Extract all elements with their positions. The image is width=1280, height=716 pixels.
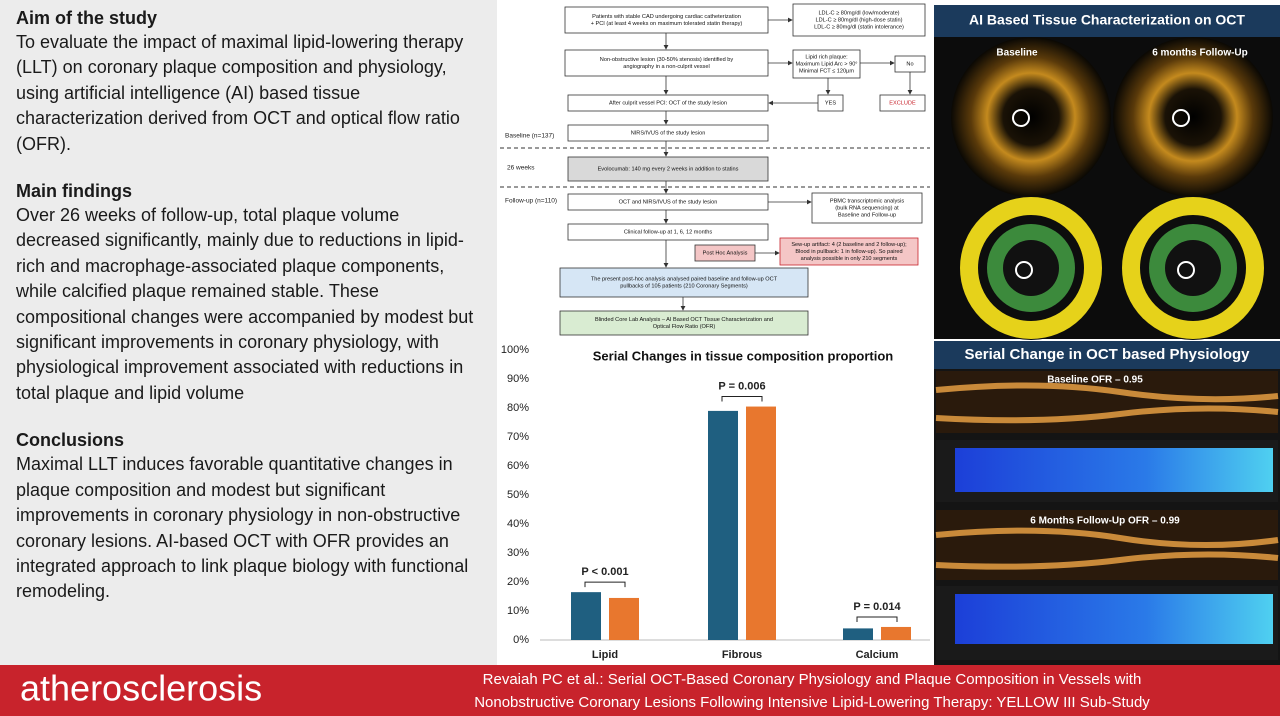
flow-box <box>567 193 769 211</box>
bar <box>708 410 738 640</box>
flow-text: Blinded Core Lab Analysis – AI Based OCT… <box>595 317 773 323</box>
y-tick-label: 60% <box>507 460 529 472</box>
flowchart: Baseline (n=137) 26 weeks Follow-up (n=110… <box>500 3 930 336</box>
flow-text: + PCI (at least 4 weeks on maximum toler… <box>591 21 743 27</box>
flow-text: Evolocumab: 140 mg every 2 weeks in addi… <box>598 166 739 172</box>
flow-box <box>879 94 926 112</box>
flow-text: Lipid rich plaque: <box>805 55 848 61</box>
flow-box <box>792 49 861 79</box>
flow-text: Minimal FCT ≤ 120µm <box>799 68 854 74</box>
y-tick-label: 10% <box>507 605 529 617</box>
section-heading: Main findings <box>16 181 132 202</box>
bracket <box>856 616 898 622</box>
flow-text: YES <box>825 100 836 106</box>
flow-text: The present post-hoc analysis analysed p… <box>591 277 778 283</box>
flow-box <box>894 55 926 73</box>
x-tick-label: Fibrous <box>722 649 762 661</box>
y-tick-label: 0% <box>513 634 529 646</box>
flow-text: (bulk RNA sequencing) at <box>835 205 899 211</box>
phase-label: Baseline (n=137) <box>505 133 554 140</box>
flow-box <box>559 310 809 336</box>
footer-bar <box>0 665 1280 716</box>
phase-label: 26 weeks <box>507 165 535 172</box>
y-tick-label: 100% <box>501 344 529 356</box>
bar <box>609 597 639 640</box>
annotation: P < 0.001 <box>581 566 628 578</box>
y-tick-label: 50% <box>507 489 529 501</box>
flow-box <box>564 6 769 34</box>
flow-text: Maximum Lipid Arc > 90° <box>795 61 857 67</box>
flow-box <box>564 49 769 77</box>
section-text: To evaluate the impact of maximal lipid-… <box>16 32 464 154</box>
flow-text: Patients with stable CAD undergoing card… <box>592 14 741 20</box>
image-label: Baseline <box>996 48 1038 59</box>
y-tick-label: 20% <box>507 576 529 588</box>
y-tick-label: 90% <box>507 373 529 385</box>
journal-name: atherosclerosis <box>20 668 262 709</box>
flow-text: Baseline and Follow-up <box>838 212 896 218</box>
x-tick-label: Lipid <box>592 649 618 661</box>
flow-box <box>694 244 756 262</box>
bar <box>571 592 601 640</box>
panel-title: AI Based Tissue Characterization on OCT <box>969 12 1245 28</box>
oct-panel <box>934 5 1280 340</box>
flow-box <box>817 94 844 112</box>
flow-text: NIRS/IVUS of the study lesion <box>631 130 706 136</box>
flow-arrows <box>663 17 913 311</box>
flow-box <box>567 124 769 142</box>
image-label: 6 months Follow-Up <box>1152 48 1248 59</box>
citation: Nonobstructive Coronary Lesions Followin… <box>474 694 1150 711</box>
chart-title: Serial Changes in tissue composition pro… <box>593 348 894 363</box>
flow-box <box>779 237 919 266</box>
section-heading: Aim of the study <box>16 8 158 28</box>
flow-box <box>792 3 926 37</box>
flow-text: Non-obstructive lesion (30-50% stenosis)… <box>600 57 734 63</box>
flow-text: LDL-C ≥ 80mg/dl (statin intolerance) <box>814 24 904 30</box>
summary-panel: Aim of the study To evaluate the impact o… <box>0 0 497 665</box>
flow-text: No <box>906 61 913 67</box>
flow-text: EXCLUDE <box>889 100 916 106</box>
section-text: Maximal LLT induces favorable quantitati… <box>16 454 469 602</box>
y-tick-label: 30% <box>507 547 529 559</box>
flow-text: Sew-up artifact: 4 (2 baseline and 2 fol… <box>791 242 907 248</box>
flow-text: LDL-C ≥ 80mg/dl (high-dose statin) <box>815 17 902 23</box>
flow-text: Post Hoc Analysis <box>703 250 748 256</box>
flow-box <box>811 192 923 224</box>
image-label: 6 Months Follow-Up OFR – 0.99 <box>1030 516 1180 527</box>
image-label: Baseline OFR – 0.95 <box>1047 375 1143 386</box>
flow-text: OCT and NIRS/IVUS of the study lesion <box>619 199 718 205</box>
flow-text: Clinical follow-up at 1, 6, 12 months <box>624 229 713 235</box>
flow-text: angiography in a non-culprit vessel <box>623 64 709 70</box>
x-tick-label: Calcium <box>856 649 899 661</box>
bracket <box>584 581 626 588</box>
flow-text: After culprit vessel PCI: OCT of the stu… <box>609 100 727 106</box>
flow-box <box>567 223 769 241</box>
bar <box>843 628 873 640</box>
y-tick-label: 80% <box>507 402 529 414</box>
y-tick-label: 40% <box>507 518 529 530</box>
bar <box>746 406 776 640</box>
annotation: P = 0.006 <box>718 380 765 392</box>
physiology-panel <box>934 341 1280 665</box>
bracket <box>721 396 763 402</box>
y-tick-label: 70% <box>507 431 529 443</box>
flow-text: analysis possible in only 210 segments <box>801 256 898 262</box>
citation: Revaiah PC et al.: Serial OCT-Based Coro… <box>483 671 1142 688</box>
phase-label: Follow-up (n=110) <box>505 198 557 205</box>
flow-box <box>567 94 769 112</box>
flow-text: LDL-C ≥ 80mg/dl (low/moderate) <box>818 11 899 17</box>
flow-text: Blood in pullback: 1 in follow-up). So p… <box>795 249 902 255</box>
section-heading: Conclusions <box>16 430 125 451</box>
flow-text: pullbacks of 105 patients (210 Coronary … <box>620 283 748 289</box>
section-text: Over 26 weeks of follow-up, total plaque… <box>16 205 474 403</box>
bar <box>881 626 911 640</box>
panel-title: Serial Change in OCT based Physiology <box>964 346 1250 363</box>
flow-text: Optical Flow Ratio (OFR) <box>653 324 716 330</box>
flow-box <box>567 156 769 182</box>
flow-text: PBMC transcriptomic analysis <box>830 199 904 205</box>
flow-box <box>559 267 809 298</box>
annotation: P = 0.014 <box>853 601 901 613</box>
